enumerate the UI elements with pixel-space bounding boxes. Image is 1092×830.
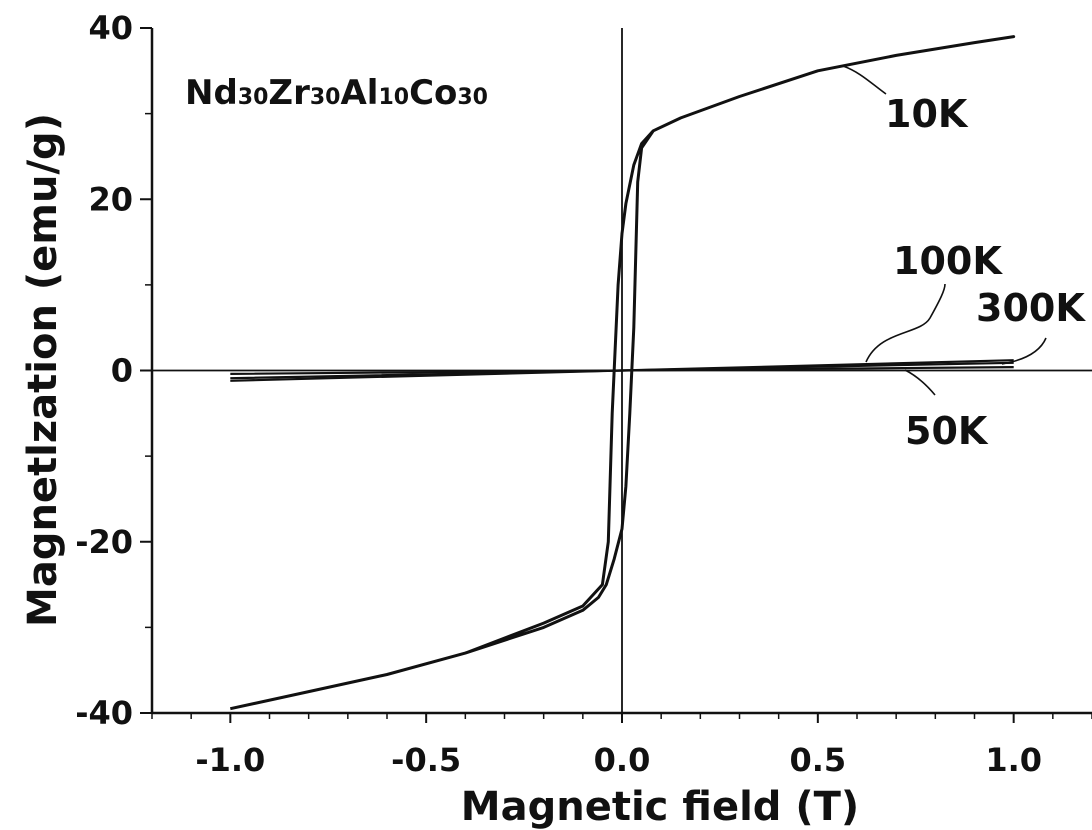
series-label-100k: 100K — [893, 239, 1003, 283]
composition-label: Nd30Zr30Al10Co30 — [185, 73, 488, 113]
y-axis-title: Magnetlzation (emu/g) — [20, 113, 66, 627]
x-tick-label: -1.0 — [195, 741, 265, 779]
x-tick-label: 0.0 — [594, 741, 651, 779]
leader-100k — [866, 284, 945, 362]
series-label-300k: 300K — [976, 286, 1086, 330]
x-tick-label: 0.5 — [789, 741, 846, 779]
composition-element: Co — [409, 73, 457, 113]
composition-element: Nd — [185, 73, 238, 113]
composition-subscript: 30 — [238, 85, 269, 110]
series-label-10k: 10K — [885, 92, 969, 136]
leader-50k — [905, 370, 935, 395]
series-label-50k: 50K — [905, 409, 989, 453]
x-tick-label: 1.0 — [985, 741, 1042, 779]
x-tick-label: -0.5 — [391, 741, 461, 779]
composition-subscript: 10 — [378, 85, 409, 110]
y-tick-label: 40 — [88, 9, 133, 47]
leader-10k — [843, 66, 886, 94]
composition-subscript: 30 — [457, 85, 488, 110]
y-tick-label: 20 — [88, 180, 133, 218]
x-axis-title: Magnetic field (T) — [461, 784, 859, 830]
composition-subscript: 30 — [310, 85, 341, 110]
y-tick-label: -20 — [75, 523, 133, 561]
y-tick-label: 0 — [111, 352, 133, 390]
composition-element: Zr — [268, 73, 310, 113]
y-tick-label: -40 — [75, 694, 133, 732]
composition-element: Al — [340, 73, 378, 113]
